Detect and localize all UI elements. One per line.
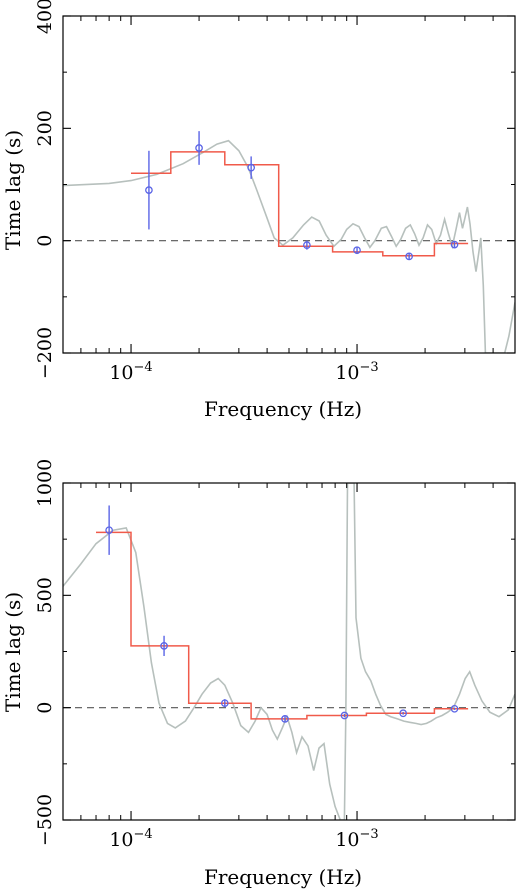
bottom-data-point xyxy=(160,642,168,650)
bottom-x-tick-label: 10−4 xyxy=(109,827,152,851)
bottom-data-point xyxy=(450,704,459,713)
bottom-y-tick-label: 1000 xyxy=(34,459,56,507)
bottom-panel: Frequency (Hz) Time lag (s) −500 0 500 1000… xyxy=(1,459,516,889)
bottom-data-point xyxy=(105,526,113,535)
top-step-function xyxy=(131,151,469,257)
bottom-data-point xyxy=(281,715,289,723)
top-data-point xyxy=(145,186,153,194)
bottom-data-point xyxy=(220,699,229,708)
bottom-data-point xyxy=(399,709,408,718)
top-y-tick-label: −200 xyxy=(34,327,56,379)
bottom-x-tick-label: 10−3 xyxy=(335,827,378,851)
bottom-model-curve xyxy=(63,483,515,820)
top-data-point xyxy=(450,240,459,249)
bottom-y-tick-label: 500 xyxy=(34,577,56,613)
top-panel: Frequency (Hz) Time lag (s) −200 0 200 400 1… xyxy=(1,0,516,421)
top-x-tick-label: 10−3 xyxy=(335,360,378,384)
top-data-point xyxy=(247,163,255,172)
bottom-x-axis-title: Frequency (Hz) xyxy=(204,865,362,889)
bottom-y-axis-title: Time lag (s) xyxy=(1,592,25,712)
top-data-point xyxy=(303,241,311,250)
top-y-tick-label: 400 xyxy=(34,0,56,34)
top-y-tick-label: 200 xyxy=(34,110,56,146)
top-y-axis-title: Time lag (s) xyxy=(1,130,25,250)
top-model-curve xyxy=(63,139,515,353)
top-x-axis-title: Frequency (Hz) xyxy=(204,397,362,421)
top-x-tick-label: 10−4 xyxy=(109,360,152,384)
top-data-point xyxy=(405,252,413,261)
top-y-tick-label: 0 xyxy=(34,235,56,247)
bottom-plot-area xyxy=(63,483,515,820)
bottom-data-point xyxy=(340,711,349,720)
bottom-step-function xyxy=(96,531,469,720)
bottom-y-tick-label: 0 xyxy=(34,702,56,714)
top-plot-area xyxy=(63,131,515,353)
bottom-y-tick-label: −500 xyxy=(34,794,56,846)
top-data-point xyxy=(353,246,361,255)
top-data-point xyxy=(195,144,203,152)
